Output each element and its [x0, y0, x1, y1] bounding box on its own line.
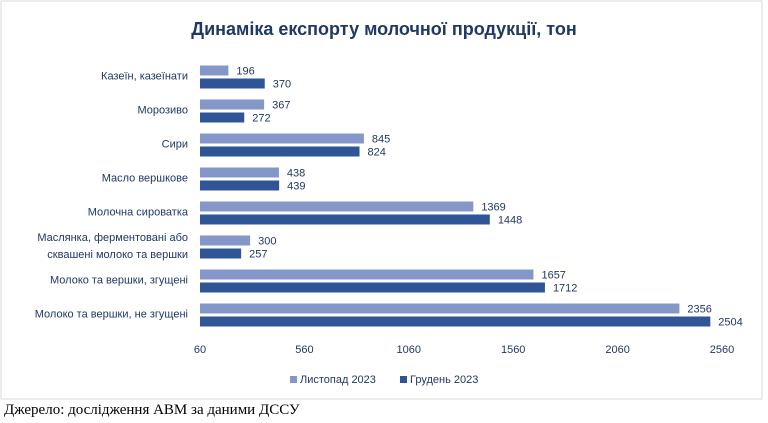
value-label: 300	[258, 235, 276, 247]
x-tick-label: 1560	[501, 344, 525, 356]
value-label: 439	[287, 180, 305, 192]
chart-frame	[0, 0, 763, 400]
bar	[200, 180, 280, 191]
legend-swatch	[290, 376, 297, 383]
y-tick-label: Молоко та вершки, згущені	[50, 274, 188, 287]
value-label: 438	[287, 167, 305, 179]
y-tick-label: Маслянка, ферментовані або сквашені моло…	[37, 232, 188, 261]
legend-label: Листопад 2023	[300, 374, 376, 386]
y-tick-label: Сири	[161, 138, 188, 151]
bar	[200, 146, 360, 157]
x-tick-label: 1060	[397, 344, 421, 356]
bar	[200, 167, 279, 178]
x-tick-label: 2560	[710, 344, 734, 356]
value-label: 196	[236, 65, 254, 77]
y-tick-label: Молочна сироватка	[87, 206, 188, 219]
y-tick-label: Казеїн, казеїнати	[101, 70, 188, 83]
bar	[200, 201, 474, 212]
x-tick-label: 60	[194, 344, 206, 356]
value-label: 370	[273, 78, 291, 90]
value-label: 824	[368, 146, 386, 158]
bar	[200, 78, 265, 89]
value-label: 1712	[553, 282, 577, 294]
legend-swatch	[400, 376, 407, 383]
bar	[200, 133, 364, 144]
value-label: 2504	[718, 316, 742, 328]
bar	[200, 282, 545, 293]
bar	[200, 99, 265, 110]
value-label: 257	[249, 248, 267, 260]
bar	[200, 235, 251, 246]
bar	[200, 65, 229, 76]
x-tick-label: 560	[295, 344, 313, 356]
source-note: Джерело: дослідження АВМ за даними ДССУ	[4, 402, 300, 418]
bar	[200, 248, 242, 259]
y-tick-label: Масло вершкове	[101, 172, 188, 185]
y-tick-label: Молоко та вершки, не згущені	[34, 308, 188, 321]
bar	[200, 269, 534, 280]
value-label: 367	[272, 99, 290, 111]
x-tick-label: 2060	[605, 344, 629, 356]
chart-title: Динаміка експорту молочної продукції, то…	[191, 19, 576, 39]
value-label: 1448	[498, 214, 522, 226]
value-label: 845	[372, 133, 390, 145]
bar	[200, 316, 711, 327]
value-label: 272	[252, 112, 270, 124]
y-tick-label: Морозиво	[137, 104, 188, 117]
value-label: 2356	[687, 303, 711, 315]
bar	[200, 214, 490, 225]
bar	[200, 112, 245, 123]
legend-label: Грудень 2023	[410, 374, 478, 386]
value-label: 1369	[481, 201, 505, 213]
bar	[200, 303, 680, 314]
value-label: 1657	[541, 269, 565, 281]
